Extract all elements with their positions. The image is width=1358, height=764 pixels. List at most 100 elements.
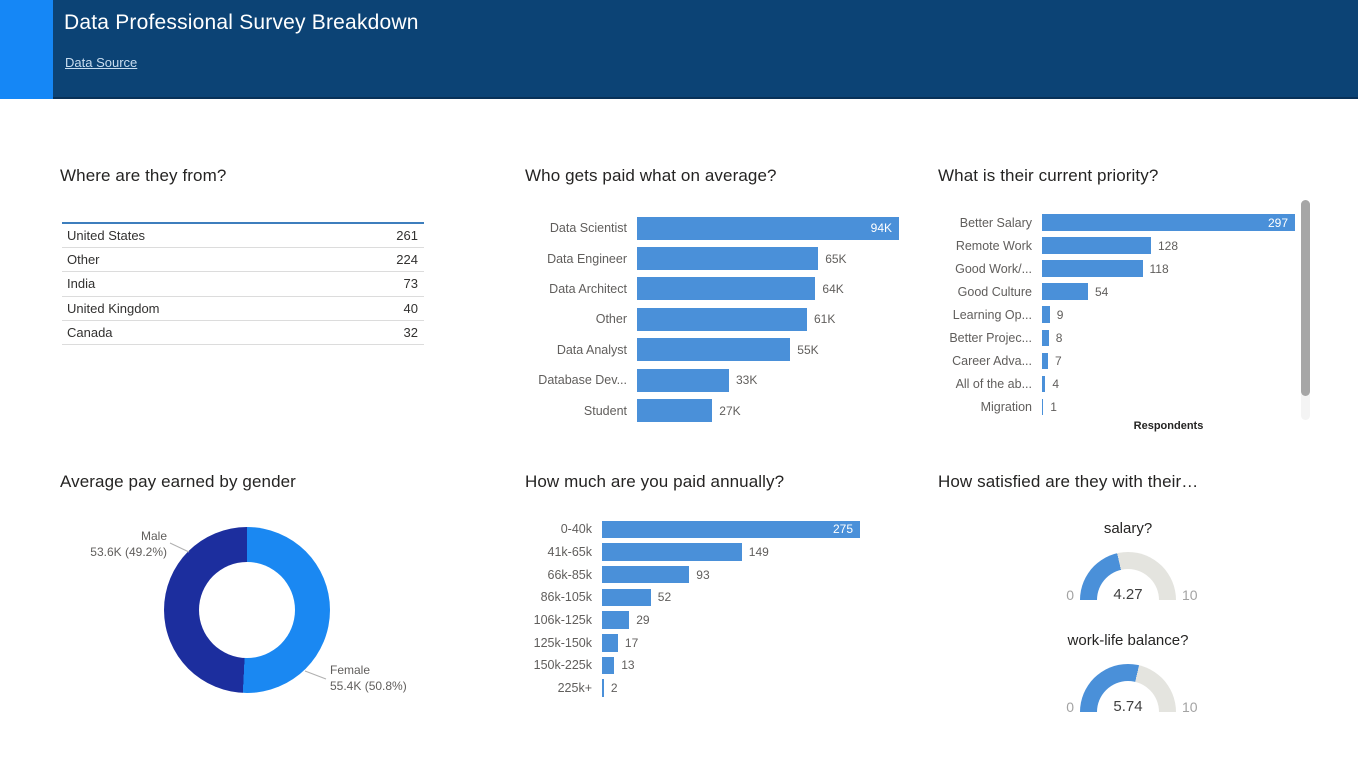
bar-area: 65K [637,247,925,271]
bar-row: Good Work/... 118 [938,257,1318,280]
row-label: United States [67,228,146,244]
category-label: 41k-65k [547,545,592,560]
gauge-title: salary? [1103,520,1153,537]
scrollbar-track[interactable] [1301,200,1310,420]
value-label: 2 [610,681,618,696]
data-source-link[interactable]: Data Source [65,55,138,70]
bar-area: 54 [1042,283,1318,300]
bar-row: Data Analyst 55K [525,335,925,365]
category-label: Remote Work [955,238,1032,253]
table-row[interactable]: India 73 [62,272,424,297]
category-label: Learning Op... [952,307,1032,322]
bar[interactable]: 275 [602,520,860,539]
value-label: 118 [1149,261,1169,276]
bar[interactable] [1042,260,1143,277]
value-label: 4 [1052,376,1060,391]
row-label: Canada [67,324,113,340]
gauge-min-label: 0 [1066,699,1074,715]
category-label: All of the ab... [955,376,1032,391]
bar-area: 2 [602,679,925,697]
value-label: 54 [1095,284,1109,299]
bar[interactable] [637,277,816,301]
bar[interactable] [1042,375,1046,393]
gender-donut-chart[interactable] [164,527,330,693]
bar[interactable] [602,588,651,607]
bar-area: 52 [602,588,925,607]
bar[interactable] [602,656,615,675]
value-label: 7 [1055,353,1062,368]
bar-row: Other 61K [525,304,925,334]
bar[interactable] [637,338,791,362]
donut-label-male: Male 53.6K (49.2%) [60,528,167,560]
table-row[interactable]: United States 261 [62,224,424,249]
visual-pay-by-gender: Average pay earned by gender Male 53.6K … [60,472,460,732]
pay-by-role-bar-chart: Data Scientist 94K Data Engineer 65K Data Ar… [525,213,925,426]
bar[interactable] [1042,352,1048,370]
bar-row: Remote Work 128 [938,234,1318,257]
bar-row: Student 27K [525,395,925,425]
bar-area: 94K [637,216,925,240]
bar-row: Good Culture 54 [938,280,1318,303]
value-label: 1 [1050,399,1057,414]
slice-label: Female [330,663,371,677]
gauge-max-label: 10 [1182,587,1198,603]
bar[interactable] [602,565,690,584]
bar[interactable] [637,399,713,423]
value-label: 55K [797,342,819,357]
bar-row: 0-40k 275 [525,518,925,541]
visual-current-priority: What is their current priority? Better S… [938,166,1318,456]
bar-area: 27K [637,399,925,423]
bar-row: 66k-85k 93 [525,563,925,586]
visual-pay-by-role: Who gets paid what on average? Data Scie… [525,166,925,446]
visual-title: What is their current priority? [938,166,1159,185]
bar-area: 9 [1042,306,1318,323]
bar[interactable] [1042,237,1151,254]
bar[interactable]: 297 [1042,214,1295,231]
table-row[interactable]: United Kingdom 40 [62,297,424,321]
category-label: Career Adva... [952,353,1032,368]
bar-area: 29 [602,611,925,629]
bar-area: 17 [602,634,925,652]
bar-row: 150k-225k 13 [525,654,925,677]
value-label: 149 [748,545,769,560]
table-row[interactable]: Other 224 [62,248,424,273]
visual-satisfaction: How satisfied are they with their… salar… [938,472,1318,762]
category-label: Data Analyst [556,342,627,357]
row-value: 40 [403,300,418,316]
row-label: United Kingdom [67,300,160,316]
country-table: United States 261 Other 224 India 73 United Ki… [62,222,424,345]
bar[interactable] [637,247,819,271]
value-label: 17 [624,635,639,650]
row-value: 32 [403,324,418,340]
gauge-arc-clip [1080,664,1176,712]
gauge-arc-area: 0 4.27 10 [1066,552,1198,603]
category-label: 106k-125k [533,613,592,628]
table-row[interactable]: Canada 32 [62,321,424,345]
scrollbar-thumb[interactable] [1301,200,1310,396]
bar[interactable] [637,307,807,331]
bar[interactable] [1042,329,1049,346]
bar[interactable] [1042,283,1088,300]
value-label: 65K [825,251,847,266]
bar[interactable] [602,543,742,561]
bar-row: 225k+ 2 [525,677,925,700]
bar[interactable] [602,611,630,629]
bar-row: 125k-150k 17 [525,631,925,654]
category-label: Good Culture [957,284,1032,299]
gauge-value: 5.74 [1113,698,1143,715]
bar[interactable] [1042,398,1044,416]
bar[interactable] [602,634,618,652]
bar[interactable] [1042,306,1050,323]
page-title: Data Professional Survey Breakdown [64,11,419,34]
gauge-arc-area: 0 5.74 10 [1066,664,1198,715]
category-label: 150k-225k [533,658,592,673]
bar-area: 8 [1042,329,1318,346]
visual-title: How satisfied are they with their… [938,472,1199,491]
value-label: 8 [1055,330,1063,345]
category-label: Data Architect [549,281,627,296]
bar[interactable] [602,679,604,697]
slice-value: 53.6K (49.2%) [90,545,167,559]
bar[interactable]: 94K [637,216,899,240]
value-label: 94K [870,221,892,236]
bar[interactable] [637,368,729,392]
